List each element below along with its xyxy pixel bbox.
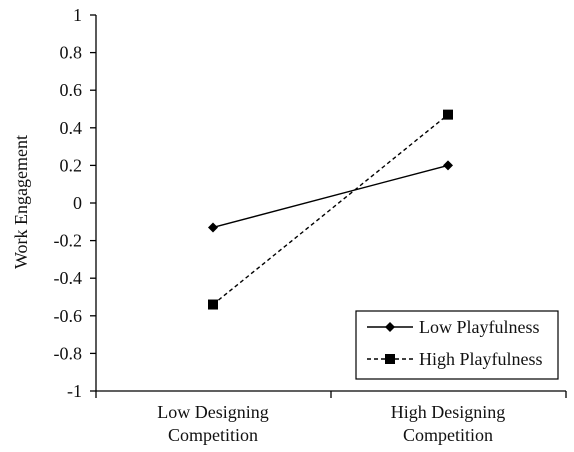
legend-swatch-marker (385, 354, 395, 364)
x-category-label: High Designing (391, 402, 506, 422)
y-tick-label: -0.8 (54, 343, 83, 363)
y-tick-label: 0.8 (60, 43, 83, 63)
high-playfulness-point (443, 109, 453, 120)
y-tick-label: 0 (73, 193, 82, 213)
y-tick-label: -0.4 (54, 268, 83, 288)
y-tick-label: 1 (73, 5, 82, 25)
y-axis-label: Work Engagement (11, 135, 31, 269)
low-playfulness-line (212, 164, 449, 229)
low-playfulness-series (208, 160, 453, 233)
x-category-label: Competition (403, 425, 493, 445)
y-tick-label: -0.2 (54, 231, 83, 251)
y-tick-label: 0.6 (60, 80, 83, 100)
x-category-label: Competition (168, 425, 258, 445)
x-categories: Low Designing Competition High Designing Co… (157, 402, 505, 445)
series-layer (208, 109, 453, 310)
high-playfulness-point (208, 299, 218, 310)
legend-label-low-playfulness: Low Playfulness (419, 317, 540, 337)
high-playfulness-series (208, 109, 453, 310)
y-tick-label: 0.2 (60, 155, 83, 175)
y-tick-label: 0.4 (60, 118, 83, 138)
y-tick-label: -0.6 (54, 306, 83, 326)
x-category-label: Low Designing (157, 402, 269, 422)
high-playfulness-line (212, 114, 449, 306)
legend-swatch-marker (385, 322, 395, 332)
legend: Low Playfulness High Playfulness (355, 310, 559, 380)
low-playfulness-point (208, 222, 218, 233)
y-tick-label: -1 (67, 381, 82, 401)
low-playfulness-point (443, 160, 453, 171)
legend-label-high-playfulness: High Playfulness (419, 349, 543, 369)
y-ticks: 1 0.8 0.6 0.4 0.2 0 -0.2 -0.4 -0.6 -0.8 -1 (54, 5, 96, 401)
